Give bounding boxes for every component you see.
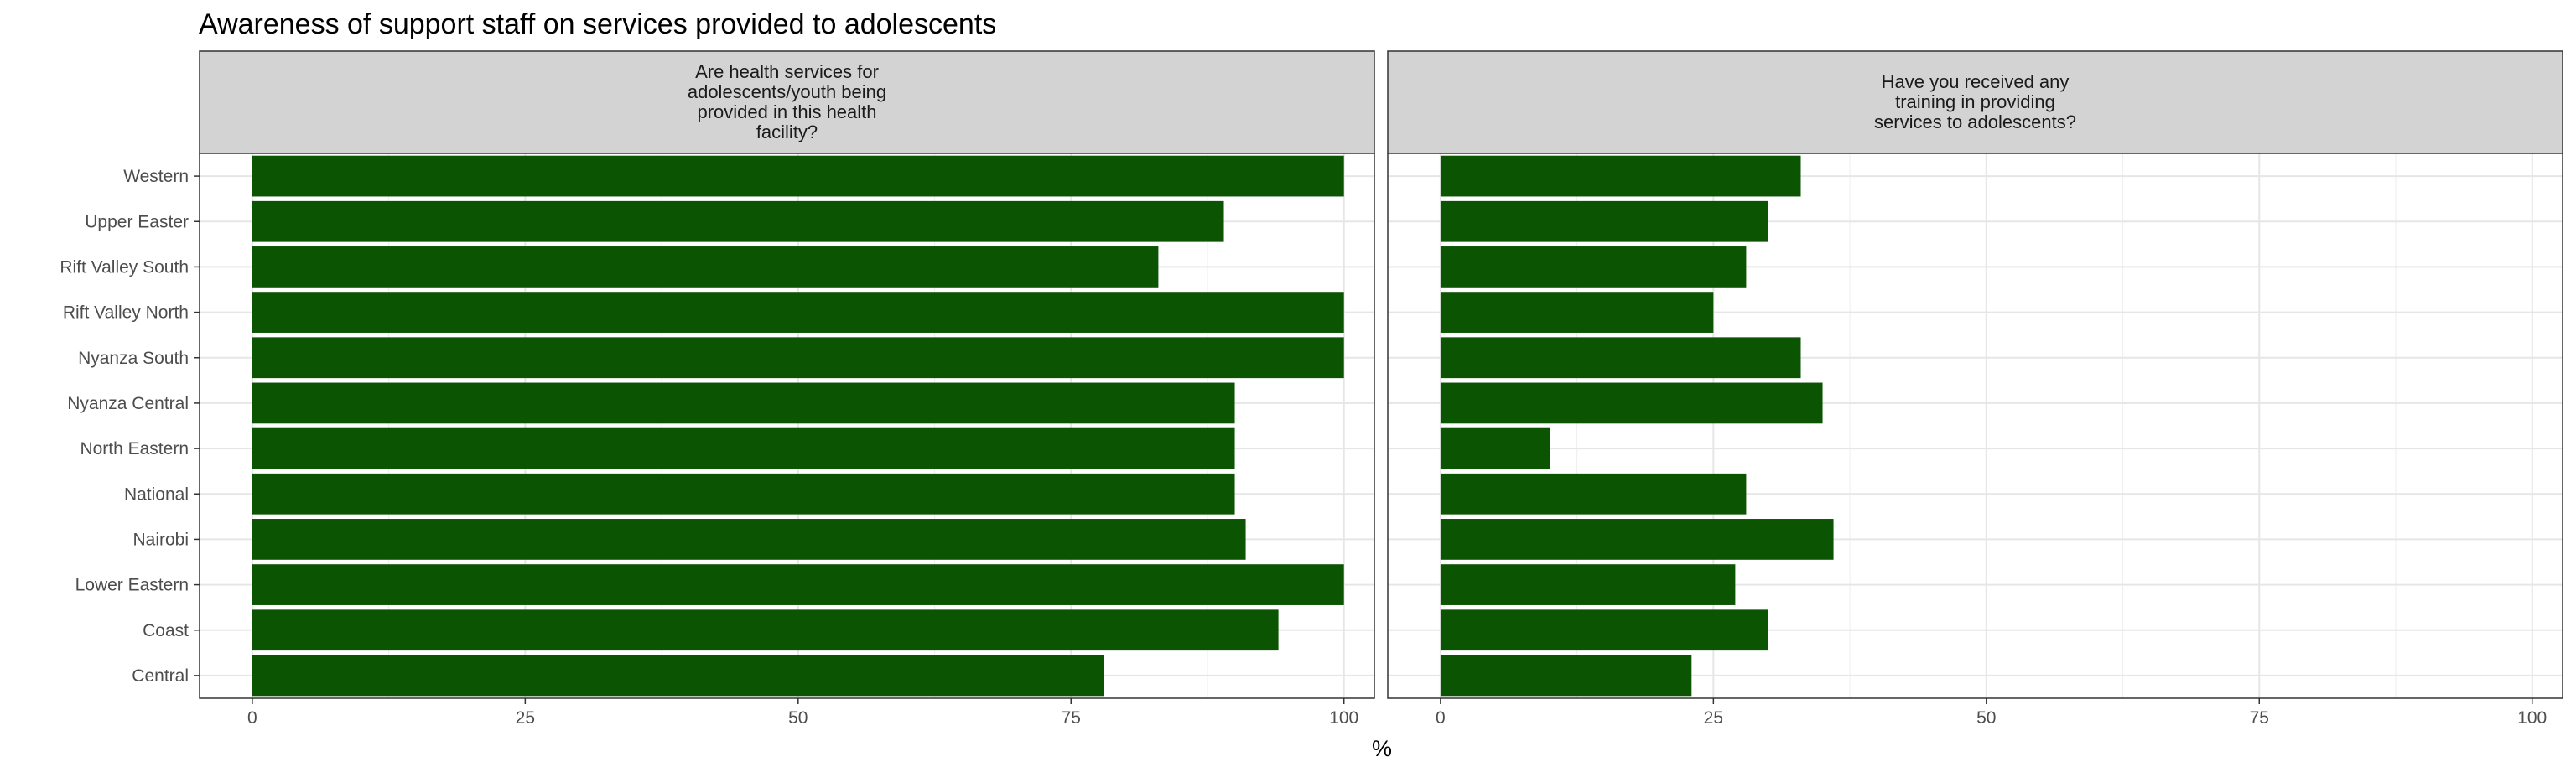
x-tick-label: 75 [1062, 708, 1081, 728]
bar-nyanza-south [252, 337, 1344, 379]
y-tick-label: Central [132, 666, 189, 686]
x-tick-label: 100 [1329, 708, 1358, 728]
panel-border [1387, 153, 2563, 699]
facet-strip-label: training in providing [1895, 91, 2055, 112]
x-tick-label: 50 [788, 708, 808, 728]
bar-western [252, 155, 1344, 197]
facet-strip-label: Are health services for [695, 61, 879, 82]
bar-rift-valley-south [1440, 246, 1747, 288]
facet-strip-label: Have you received any [1882, 71, 2070, 92]
y-tick-label: North Eastern [80, 439, 189, 459]
y-tick-label: National [124, 484, 189, 504]
x-tick-label: 50 [1976, 708, 1996, 728]
bar-coast [1440, 609, 1768, 651]
bar-upper-easter [252, 200, 1224, 242]
panel-background [200, 153, 1374, 698]
panel-border [199, 153, 1375, 699]
bar-central [252, 655, 1104, 697]
chart-panels: Are health services foradolescents/youth… [199, 50, 2563, 728]
bar-lower-eastern [252, 564, 1344, 605]
panel-1: Are health services foradolescents/youth… [199, 50, 1375, 728]
y-tick-label: Rift Valley South [60, 257, 189, 277]
bar-north-eastern [1440, 427, 1550, 469]
x-axis-title: % [1372, 736, 1392, 761]
x-tick-label: 25 [1704, 708, 1723, 728]
bar-north-eastern [252, 427, 1235, 469]
bar-national [252, 473, 1235, 515]
facet-strip-label: facility? [756, 122, 818, 142]
bar-national [1440, 473, 1747, 515]
y-tick-label: Lower Eastern [75, 576, 189, 595]
bar-central [1440, 655, 1692, 697]
panel-background [1388, 153, 2563, 698]
bar-nyanza-central [252, 382, 1235, 424]
y-tick-label: Coast [143, 621, 189, 640]
bar-nairobi [252, 519, 1246, 560]
facet-strip-label: services to adolescents? [1874, 111, 2076, 132]
y-tick-label: Rift Valley North [63, 303, 189, 323]
bar-rift-valley-north [1440, 292, 1714, 333]
y-axis: Western Upper Easter Rift Valley South Rift… [60, 167, 200, 686]
bar-western [1440, 155, 1801, 197]
facet-strip-label: adolescents/youth being [688, 81, 886, 102]
y-tick-label: Nyanza South [78, 349, 189, 368]
bar-nyanza-south [1440, 337, 1801, 379]
facet-strip-label: provided in this health [697, 101, 876, 122]
x-tick-label: 75 [2250, 708, 2269, 728]
y-tick-label: Upper Easter [85, 212, 189, 231]
bar-lower-eastern [1440, 564, 1736, 605]
bar-rift-valley-south [252, 246, 1159, 288]
facet-strip [199, 50, 1375, 154]
x-tick-label: 0 [1436, 708, 1446, 728]
bar-coast [252, 609, 1279, 651]
y-tick-label: Nairobi [132, 530, 189, 549]
bar-nyanza-central [1440, 382, 1823, 424]
bar-rift-valley-north [252, 292, 1344, 333]
bar-nairobi [1440, 519, 1834, 560]
x-tick-label: 25 [516, 708, 535, 728]
x-tick-label: 0 [247, 708, 257, 728]
x-tick-label: 100 [2517, 708, 2547, 728]
chart-title: Awareness of support staff on services p… [199, 8, 996, 40]
bar-upper-easter [1440, 200, 1768, 242]
y-tick-label: Nyanza Central [67, 394, 189, 413]
y-tick-label: Western [123, 167, 189, 186]
